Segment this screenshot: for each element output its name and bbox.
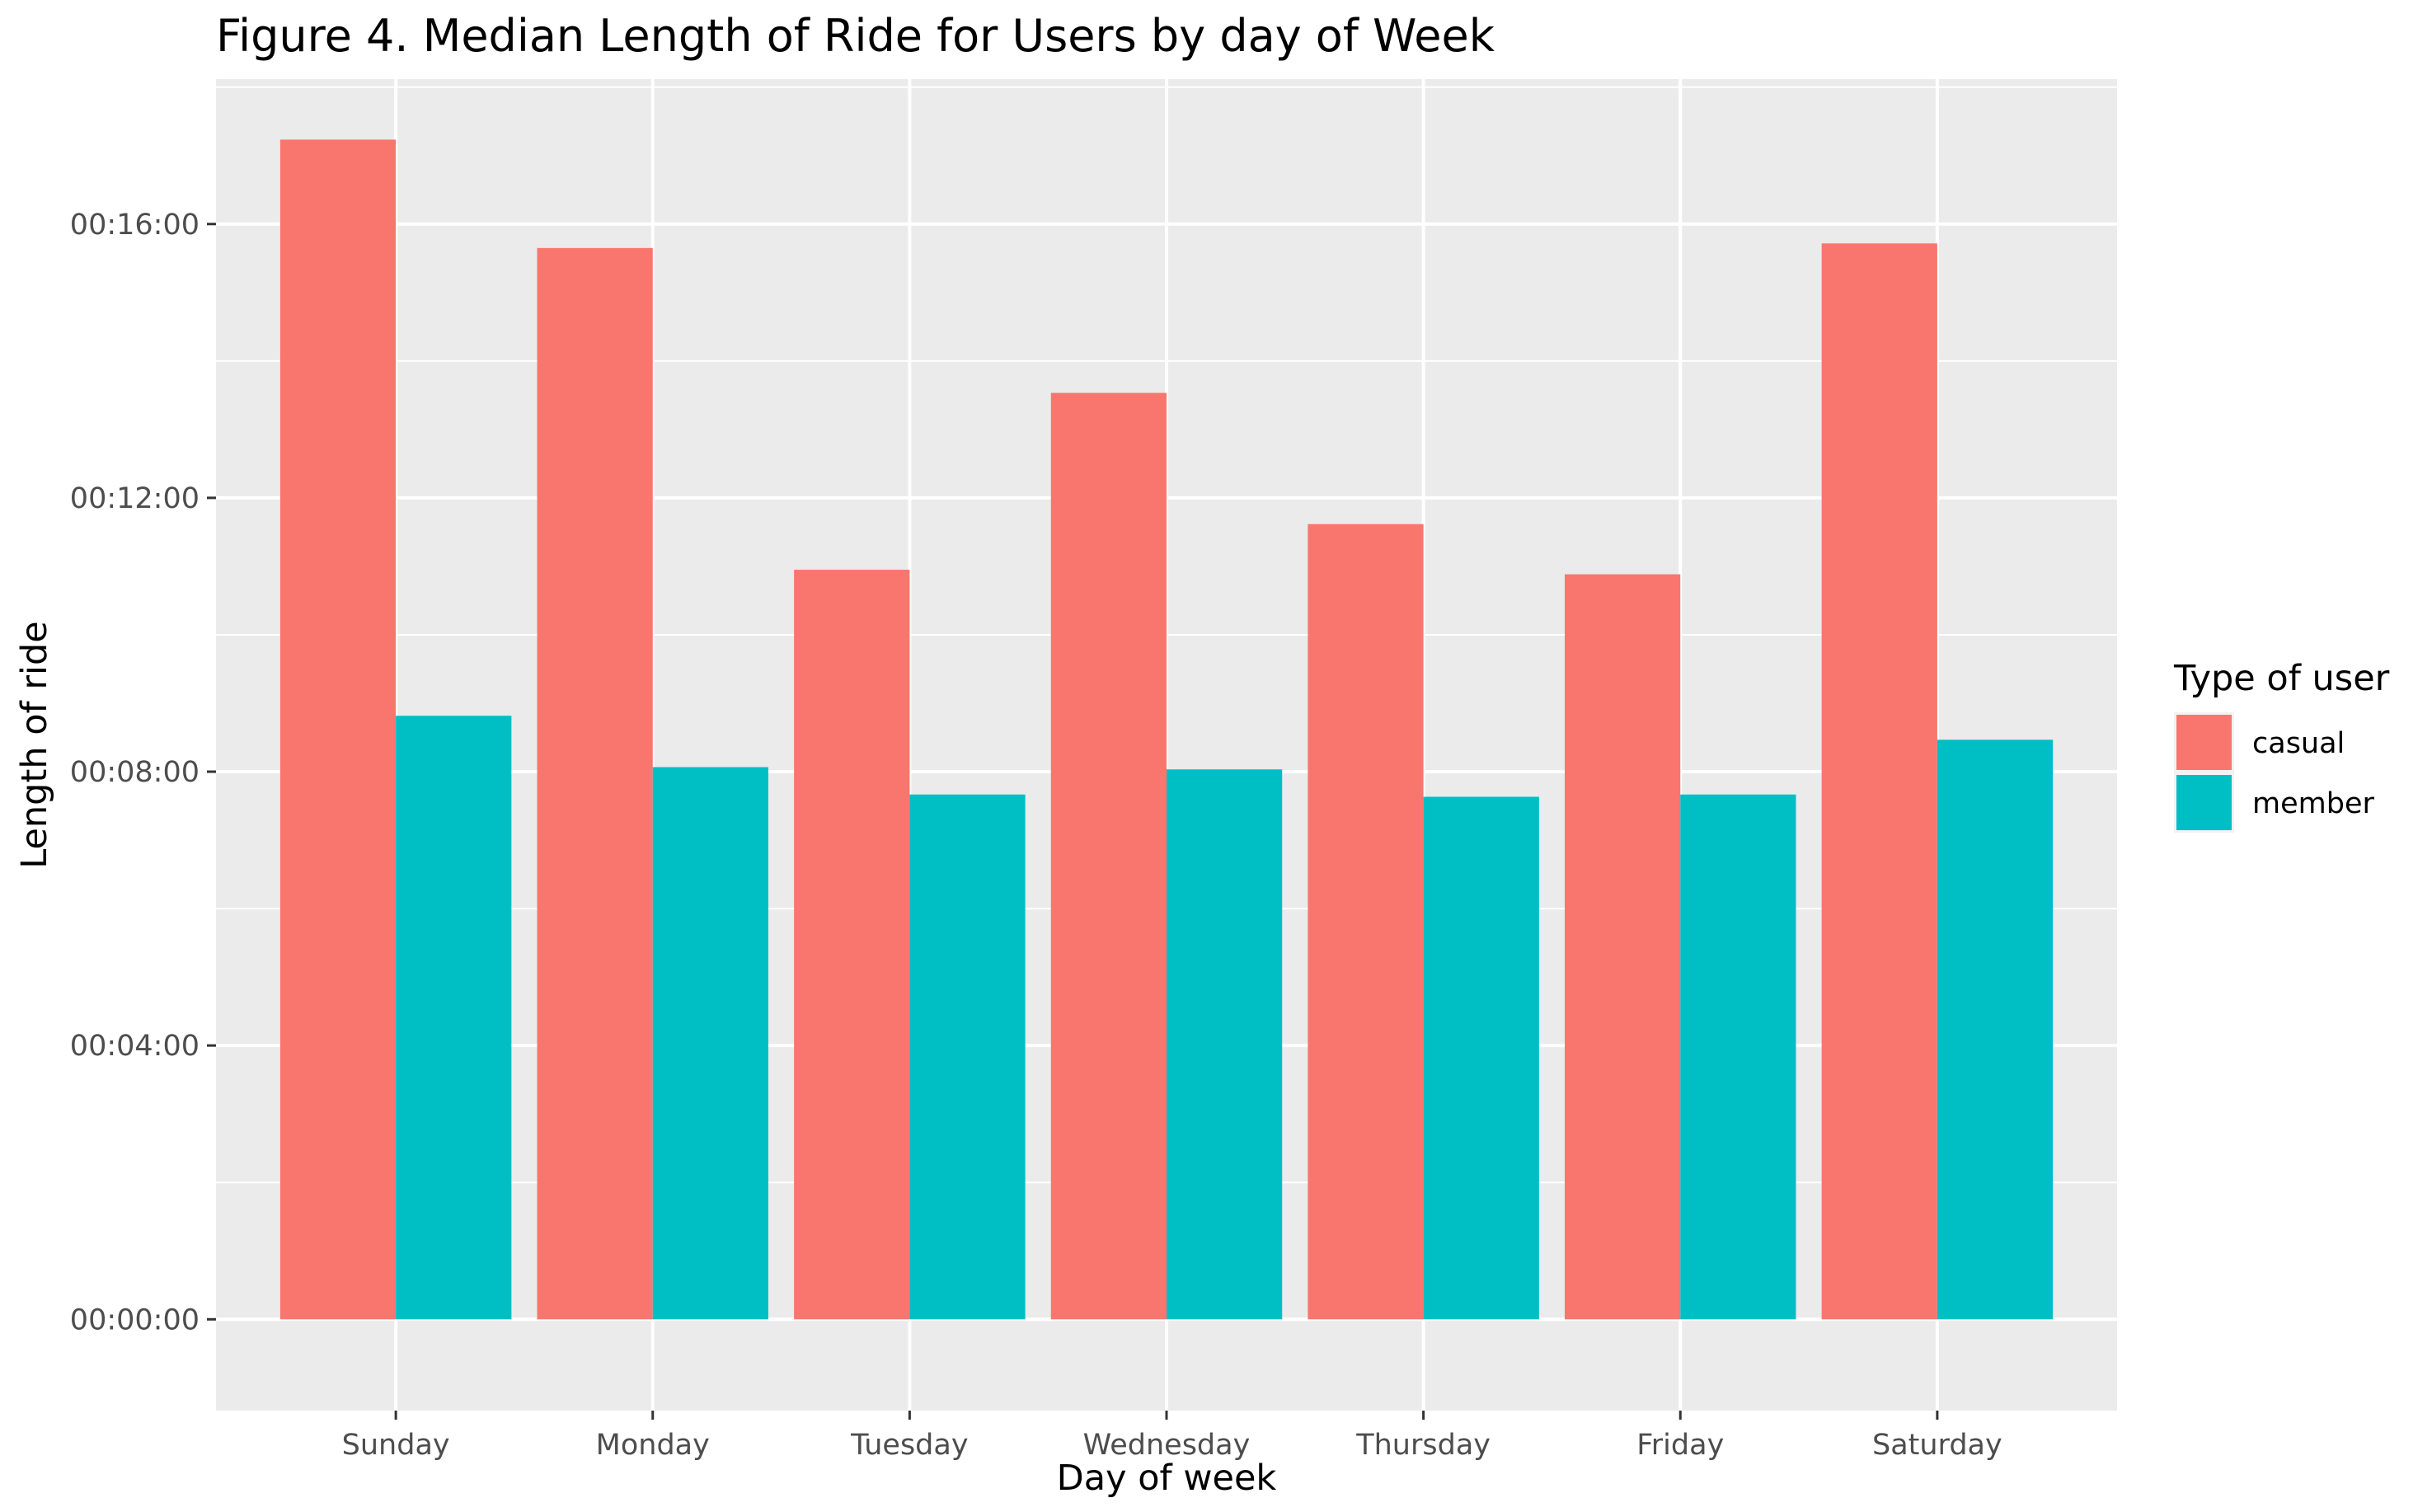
- y-tick-label: 00:04:00: [70, 1030, 200, 1063]
- bar-member-thursday: [1423, 796, 1539, 1320]
- x-tick-label: Monday: [596, 1429, 710, 1462]
- bar-casual-monday: [537, 247, 653, 1320]
- y-tick-label: 00:00:00: [70, 1303, 200, 1336]
- x-tick-label: Friday: [1636, 1429, 1724, 1462]
- legend-title: Type of user: [2173, 658, 2390, 699]
- x-tick-label: Thursday: [1355, 1429, 1491, 1462]
- legend-label-casual: casual: [2252, 727, 2345, 760]
- bar-member-wednesday: [1167, 769, 1283, 1320]
- bar-member-sunday: [396, 716, 512, 1320]
- bar-member-monday: [652, 767, 768, 1320]
- bar-member-tuesday: [909, 794, 1026, 1320]
- legend-swatch-member: [2176, 775, 2232, 830]
- y-axis-title: Length of ride: [14, 621, 55, 868]
- bar-casual-wednesday: [1050, 392, 1167, 1320]
- bar-member-saturday: [1937, 740, 2054, 1320]
- y-tick-label: 00:16:00: [70, 209, 200, 242]
- y-tick-label: 00:08:00: [70, 756, 200, 789]
- x-axis: Sunday Monday Tuesday Wednesday Thursday Frid…: [342, 1411, 2002, 1462]
- bar-casual-thursday: [1308, 524, 1424, 1320]
- x-axis-title: Day of week: [1057, 1458, 1277, 1499]
- legend-label-member: member: [2252, 787, 2374, 820]
- bar-member-friday: [1680, 794, 1796, 1320]
- bar-casual-saturday: [1821, 243, 1937, 1320]
- bars: [279, 139, 2054, 1320]
- chart-title: Figure 4. Median Length of Ride for User…: [216, 10, 1495, 62]
- x-tick-label: Wednesday: [1083, 1429, 1251, 1462]
- y-axis: 00:00:00 00:04:00 00:08:00 00:12:00 00:16:00: [70, 209, 216, 1336]
- bar-casual-friday: [1565, 574, 1681, 1320]
- x-tick-label: Sunday: [342, 1429, 450, 1462]
- y-tick-label: 00:12:00: [70, 482, 200, 515]
- bar-casual-sunday: [279, 139, 397, 1320]
- x-tick-label: Tuesday: [850, 1429, 968, 1462]
- bar-casual-tuesday: [794, 570, 910, 1320]
- x-tick-label: Saturday: [1872, 1429, 2002, 1462]
- legend: Type of user casual member: [2173, 658, 2390, 833]
- legend-swatch-casual: [2176, 715, 2232, 770]
